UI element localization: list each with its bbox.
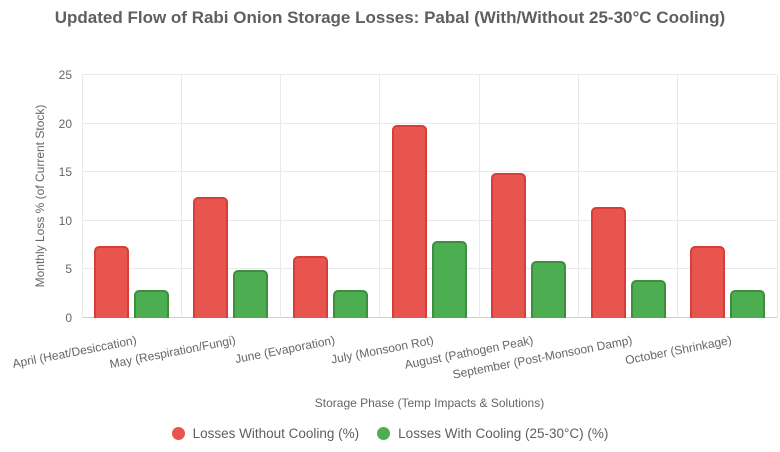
y-tick-label: 0 [65, 311, 72, 325]
bar-group [380, 75, 479, 318]
v-gridline [776, 75, 778, 318]
y-axis-title: Monthly Loss % (of Current Stock) [33, 104, 47, 288]
legend: Losses Without Cooling (%) Losses With C… [0, 422, 780, 444]
v-gridline [478, 75, 480, 318]
y-tick-label: 5 [65, 262, 72, 277]
h-gridline [82, 219, 777, 221]
y-tick-label: 25 [58, 68, 72, 82]
bar-without-cooling [193, 197, 229, 318]
legend-label-with-cooling: Losses With Cooling (25-30°C) (%) [398, 425, 609, 441]
x-axis-title: Storage Phase (Temp Impacts & Solutions) [314, 396, 545, 410]
v-gridline [577, 75, 579, 318]
bar-with-cooling [729, 289, 765, 318]
v-gridline [677, 75, 679, 318]
bar-group [281, 75, 380, 318]
bar-with-cooling [233, 270, 269, 318]
v-gridline [180, 75, 182, 318]
bar-without-cooling [491, 173, 527, 318]
bar-without-cooling [292, 255, 328, 318]
y-tick-label: 10 [58, 213, 72, 228]
x-tick-label: June (Evaporation) [233, 333, 336, 367]
h-gridline [82, 122, 777, 124]
bar-with-cooling [531, 260, 567, 318]
bar-group [678, 75, 777, 318]
legend-item-losses-without-cooling[interactable]: Losses Without Cooling (%) [171, 425, 360, 441]
x-tick-label: October (Shrinkage) [624, 333, 734, 368]
y-tick-label: 20 [58, 116, 72, 131]
bar-group [479, 75, 578, 318]
h-gridline [82, 268, 777, 270]
bar-group [181, 75, 280, 318]
legend-label-without-cooling: Losses Without Cooling (%) [192, 425, 360, 441]
bar-without-cooling [94, 246, 130, 318]
legend-marker-red-circle-icon [171, 426, 185, 440]
y-tick-label: 15 [58, 165, 72, 180]
bar-with-cooling [630, 280, 666, 318]
h-gridline [82, 74, 777, 75]
bar-without-cooling [590, 207, 626, 318]
bar-with-cooling [431, 241, 467, 318]
bar-group [578, 75, 677, 318]
v-gridline [379, 75, 381, 318]
plot-area [81, 74, 778, 318]
bar-without-cooling [391, 124, 427, 318]
legend-item-losses-with-cooling[interactable]: Losses With Cooling (25-30°C) (%) [377, 426, 608, 441]
bar-group [82, 75, 181, 318]
x-axis-line [82, 317, 777, 318]
v-gridline [81, 75, 83, 318]
bar-with-cooling [134, 289, 170, 318]
v-gridline [280, 75, 282, 318]
legend-marker-green-circle-icon [377, 426, 391, 440]
chart-title: Updated Flow of Rabi Onion Storage Losse… [54, 8, 726, 27]
h-gridline [82, 171, 777, 173]
bar-without-cooling [689, 246, 725, 318]
bar-with-cooling [332, 289, 368, 318]
